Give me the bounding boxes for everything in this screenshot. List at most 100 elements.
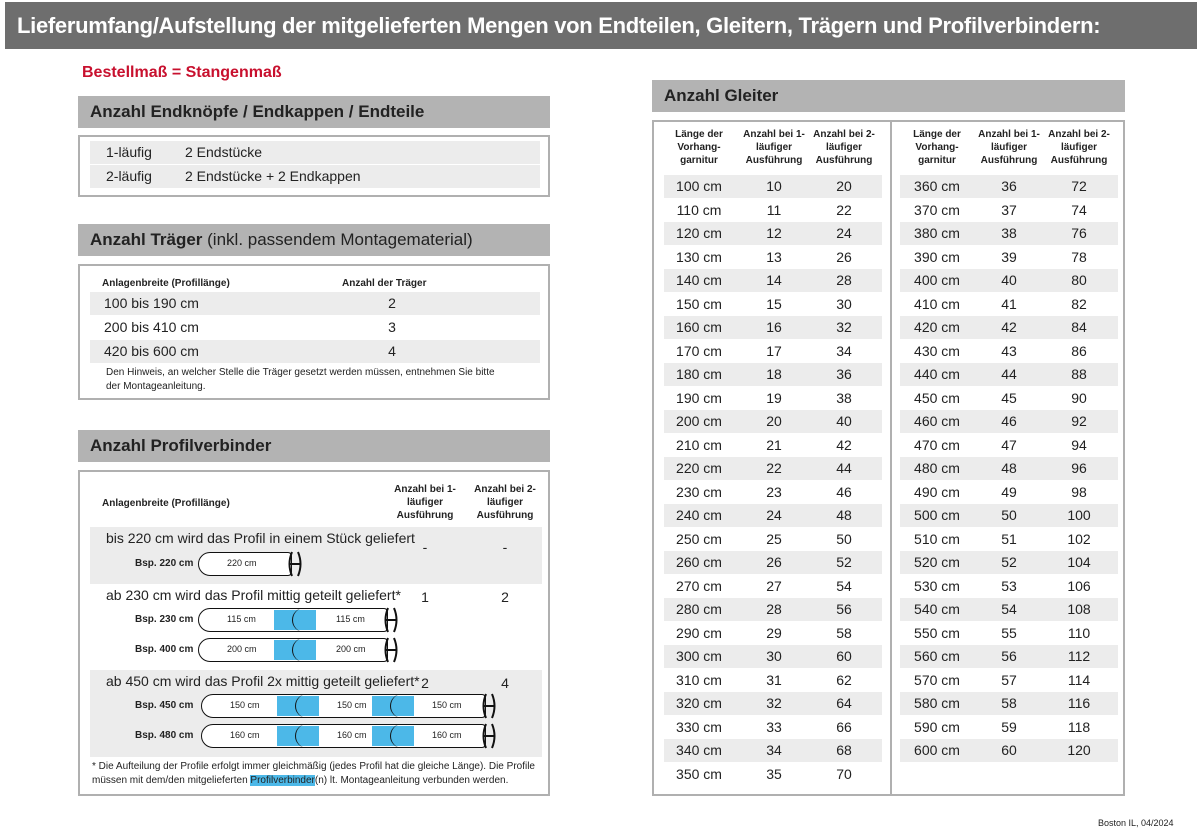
cell: 300 cm (676, 648, 722, 664)
cell: 410 cm (914, 295, 960, 312)
count-1-laeufig: 2 (421, 675, 429, 691)
cell: 38 (1001, 225, 1017, 241)
gleiter-row: 110 cm 11 22 (664, 199, 882, 222)
cell: 116 (1067, 695, 1091, 711)
cell: 210 cm (676, 436, 722, 453)
cell: 430 cm (914, 342, 960, 359)
cell: 530 cm (914, 577, 960, 594)
gleiter-row: 570 cm 57 114 (900, 669, 1118, 692)
group-text: bis 220 cm wird das Profil in einem Stüc… (106, 530, 415, 546)
cell: 340 cm (676, 742, 722, 758)
cell: 39 (1001, 248, 1017, 265)
gleiter-row: 290 cm 29 58 (664, 622, 882, 645)
cell: 560 cm (914, 648, 960, 664)
cell: 360 cm (914, 178, 960, 194)
cell: 460 cm (914, 413, 960, 429)
cell: 48 (836, 507, 852, 523)
col-header: Anlagenbreite (Profillänge) (102, 278, 230, 289)
cell: 25 (766, 530, 782, 547)
count-2-laeufig: - (502, 539, 508, 555)
cell: 33 (766, 718, 782, 735)
cell: 110 cm (676, 201, 722, 218)
example-label: Bsp. 480 cm (135, 730, 194, 741)
heading-bold: Anzahl Träger (90, 230, 203, 249)
cell: 60 (836, 648, 852, 664)
cell: 76 (1071, 225, 1087, 241)
endteile-row: 1-läufig 2 Endstücke (90, 141, 540, 164)
cell: 46 (1001, 413, 1017, 429)
cell: 38 (836, 389, 852, 406)
cell: 58 (1001, 695, 1017, 711)
endteile-heading: Anzahl Endknöpfe / Endkappen / Endteile (78, 96, 550, 128)
cell: 64 (836, 695, 852, 711)
cell: 40 (836, 413, 852, 429)
cell: 92 (1071, 413, 1087, 429)
cell: 200 cm (676, 413, 722, 429)
note-text: (n) lt. Montageanleitung verbunden werde… (314, 775, 509, 786)
cell: 78 (1071, 248, 1087, 265)
profilverbinder-note: * Die Aufteilung der Profile erfolgt imm… (92, 760, 547, 788)
cell: 590 cm (914, 718, 960, 735)
count-1-laeufig: 1 (421, 589, 429, 605)
profile-bar: 220 cm (198, 552, 292, 576)
cell: 24 (766, 507, 782, 523)
cell: 44 (1001, 366, 1017, 382)
cell: 35 (766, 765, 782, 782)
cell: 22 (836, 201, 852, 218)
gleiter-row: 460 cm 46 92 (900, 410, 1118, 433)
cell: 270 cm (676, 577, 722, 594)
cell: 104 (1067, 554, 1091, 570)
cell: 88 (1071, 366, 1087, 382)
gleiter-row: 210 cm 21 42 (664, 434, 882, 457)
cell: 3 (388, 319, 396, 335)
cell: 43 (1001, 342, 1017, 359)
profile-bar: 150 cm 150 cm 150 cm (201, 693, 486, 718)
cell: 96 (1071, 460, 1087, 476)
cell: 260 cm (676, 554, 722, 570)
cell: 330 cm (676, 718, 722, 735)
segment-length: 200 cm (227, 644, 257, 654)
cell: 30 (766, 648, 782, 664)
gleiter-row: 180 cm 18 36 (664, 363, 882, 386)
cell: 98 (1071, 483, 1087, 500)
profile-joint (292, 607, 316, 632)
gleiter-row: 100 cm 10 20 (664, 175, 882, 198)
col-header: Anzahl der Träger (342, 278, 427, 289)
segment-length: 200 cm (336, 644, 366, 654)
cell: 55 (1001, 624, 1017, 641)
cell: 240 cm (676, 507, 722, 523)
cell: 56 (836, 601, 852, 617)
cell: 2 (388, 295, 396, 311)
cell: 130 cm (676, 248, 722, 265)
cell: 84 (1071, 319, 1087, 335)
traeger-row: 420 bis 600 cm 4 (90, 340, 540, 363)
traeger-box: Anlagenbreite (Profillänge) Anzahl der T… (78, 264, 550, 400)
cell: 480 cm (914, 460, 960, 476)
cell: 320 cm (676, 695, 722, 711)
gleiter-row: 370 cm 37 74 (900, 199, 1118, 222)
cell: 90 (1071, 389, 1087, 406)
cell: 20 (836, 178, 852, 194)
cell: 540 cm (914, 601, 960, 617)
gleiter-box: Länge der Vorhang-garnitur Anzahl bei 1-l… (652, 120, 1125, 796)
profile-bar: 115 cm 115 cm (198, 607, 388, 632)
cell: 34 (836, 342, 852, 359)
segment-length: 150 cm (230, 700, 260, 710)
cell: 370 cm (914, 201, 960, 218)
cell: 15 (766, 295, 782, 312)
cell: 180 cm (676, 366, 722, 382)
cell: 420 bis 600 cm (104, 343, 199, 359)
col-header: Anzahl bei 1-läufiger Ausführung (394, 484, 456, 521)
cell: 52 (836, 554, 852, 570)
cell: 120 (1067, 742, 1091, 758)
cell: 68 (836, 742, 852, 758)
gleiter-row: 160 cm 16 32 (664, 316, 882, 339)
gleiter-row: 530 cm 53 106 (900, 575, 1118, 598)
group-text: ab 230 cm wird das Profil mittig geteilt… (106, 587, 401, 603)
cell: 28 (836, 272, 852, 288)
cell: 28 (766, 601, 782, 617)
cell: 36 (1001, 178, 1017, 194)
note-text: * Die Aufteilung der Profile erfolgt imm… (92, 761, 535, 772)
profilverbinder-box: Anlagenbreite (Profillänge) Anzahl bei 1… (78, 470, 550, 796)
traeger-heading: Anzahl Träger (inkl. passendem Montagema… (78, 224, 550, 256)
